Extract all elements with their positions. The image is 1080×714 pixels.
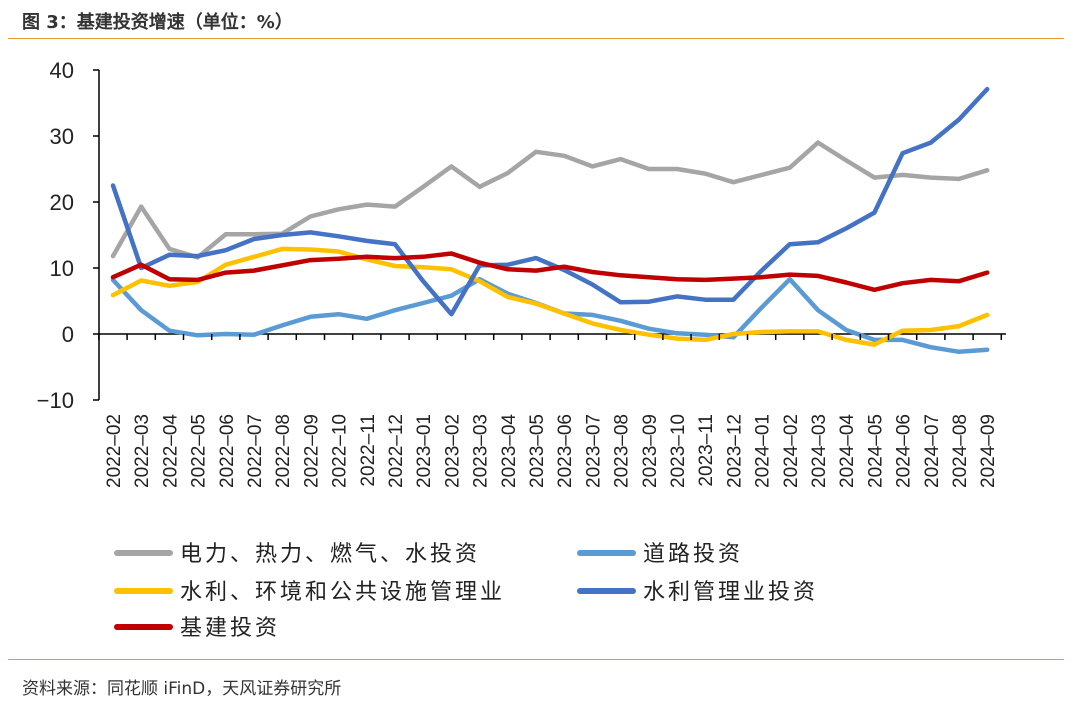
x-tick-label: 2024–08: [950, 414, 971, 488]
x-tick-label: 2023–03: [471, 414, 492, 488]
y-tick-label: 20: [50, 190, 74, 215]
series-line-4: [110, 86, 990, 317]
y-tick-label: 40: [50, 58, 74, 83]
x-tick-label: 2023–02: [442, 414, 463, 488]
series-line-1: [110, 140, 990, 260]
chart-title: 图 3：基建投资增速（单位：%）: [22, 12, 293, 33]
x-tick-label: 2023–12: [724, 414, 745, 488]
title-divider: [8, 38, 1064, 39]
x-tick-label: 2023–06: [555, 414, 576, 488]
legend-label: 道路投资: [643, 542, 743, 567]
x-tick-label: 2024–07: [922, 414, 943, 488]
y-tick-label: 0: [62, 322, 74, 347]
x-tick-label: 2022–05: [189, 414, 210, 488]
x-tick-label: 2024–03: [809, 414, 830, 488]
y-tick-label: 30: [50, 124, 74, 149]
y-axis-ticks: −10 0 10 20 30 40: [37, 58, 99, 413]
x-tick-label: 2022–03: [132, 414, 153, 488]
x-tick-label: 2022–06: [217, 414, 238, 488]
x-tick-label: 2024–04: [837, 414, 858, 488]
x-tick-label: 2023–11: [696, 414, 717, 487]
x-tick-label: 2022–10: [330, 414, 351, 488]
x-tick-label: 2023–10: [668, 414, 689, 488]
legend-label: 基建投资: [180, 616, 280, 641]
x-tick-label: 2023–04: [499, 414, 520, 488]
x-tick-label: 2022–12: [386, 414, 407, 488]
x-axis-ticks: 2022–02 2022–03 2022–04 2022–05 2022–06 2022–…: [98, 334, 1003, 488]
x-tick-label: 2022–11: [358, 414, 379, 487]
legend-label: 电力、热力、燃气、水投资: [180, 542, 480, 567]
legend-label: 水利、环境和公共设施管理业: [180, 580, 505, 605]
x-tick-label: 2022–07: [245, 414, 266, 488]
source-divider: [8, 659, 1064, 660]
x-tick-label: 2023–07: [583, 414, 604, 488]
x-tick-label: 2022–09: [301, 414, 322, 488]
x-tick-label: 2024–06: [894, 414, 915, 488]
series-line-5: [110, 251, 990, 293]
x-tick-label: 2024–05: [865, 414, 886, 488]
series-lines: [110, 86, 990, 355]
x-tick-label: 2022–02: [104, 414, 125, 488]
x-tick-label: 2023–09: [640, 414, 661, 488]
source-note: 资料来源：同花顺 iFinD，天风证券研究所: [22, 679, 342, 699]
x-tick-label: 2023–08: [612, 414, 633, 488]
x-tick-label: 2024–09: [978, 414, 999, 488]
legend-label: 水利管理业投资: [643, 580, 818, 605]
x-tick-label: 2023–01: [414, 414, 435, 488]
y-tick-label: −10: [37, 388, 74, 413]
x-tick-label: 2024–02: [781, 414, 802, 488]
x-tick-label: 2024–01: [753, 414, 774, 488]
series-line-3: [110, 246, 990, 347]
x-tick-label: 2022–08: [273, 414, 294, 488]
x-tick-label: 2022–04: [160, 414, 181, 488]
y-tick-label: 10: [50, 256, 74, 281]
x-tick-label: 2023–05: [527, 414, 548, 488]
